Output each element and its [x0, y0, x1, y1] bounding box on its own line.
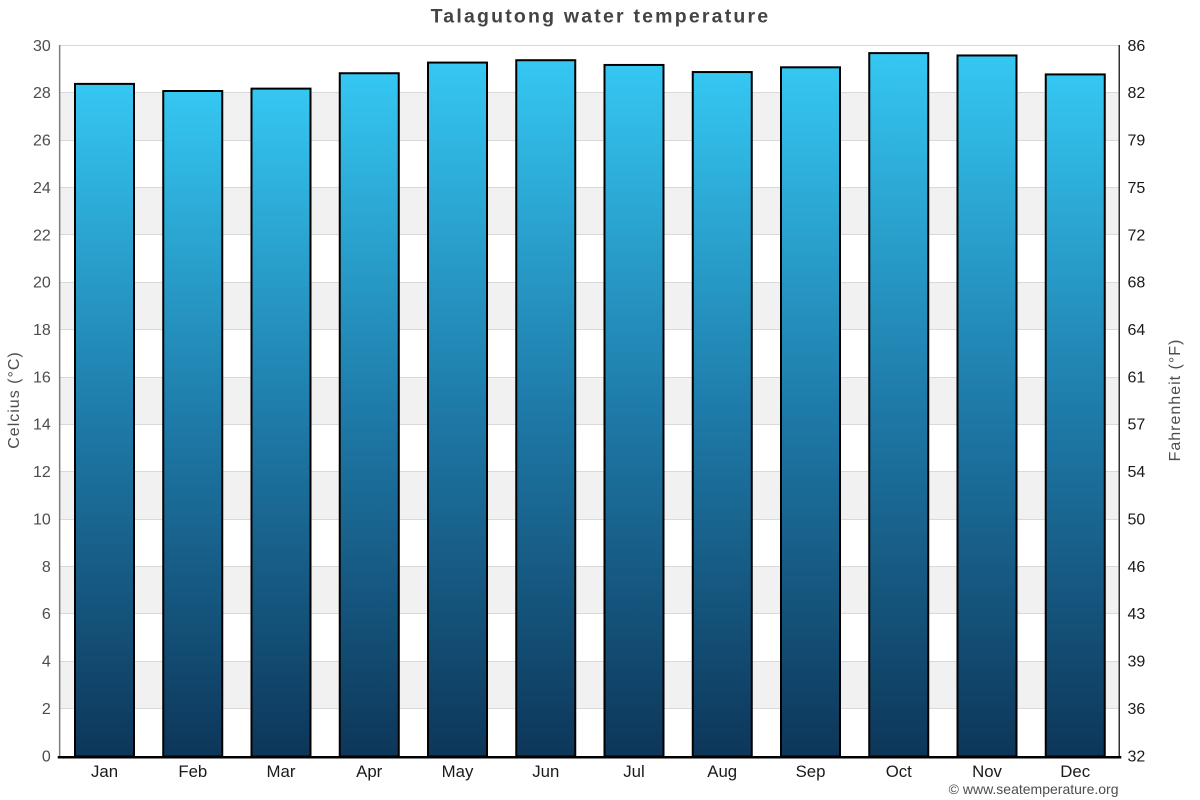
svg-text:Celcius (°C): Celcius (°C) [6, 351, 23, 449]
svg-text:Fahrenheit (°F): Fahrenheit (°F) [1167, 339, 1184, 462]
svg-text:16: 16 [33, 369, 51, 386]
svg-text:Nov: Nov [972, 762, 1002, 781]
svg-text:75: 75 [1128, 180, 1146, 197]
svg-text:May: May [442, 762, 474, 781]
svg-text:Apr: Apr [356, 762, 383, 781]
svg-text:28: 28 [33, 85, 51, 102]
svg-text:86: 86 [1128, 38, 1146, 55]
svg-text:43: 43 [1128, 606, 1146, 623]
svg-text:Jun: Jun [532, 762, 559, 781]
svg-text:72: 72 [1128, 227, 1146, 244]
svg-text:© www.seatemperature.org: © www.seatemperature.org [949, 781, 1119, 797]
svg-text:Sep: Sep [796, 762, 826, 781]
svg-text:24: 24 [33, 180, 51, 197]
svg-text:Aug: Aug [707, 762, 737, 781]
svg-text:26: 26 [33, 133, 51, 150]
svg-text:36: 36 [1128, 701, 1146, 718]
svg-text:4: 4 [42, 654, 51, 671]
svg-text:8: 8 [42, 559, 51, 576]
svg-text:14: 14 [33, 417, 51, 434]
svg-text:2: 2 [42, 701, 51, 718]
svg-text:12: 12 [33, 464, 51, 481]
svg-text:10: 10 [33, 512, 51, 529]
svg-text:22: 22 [33, 227, 51, 244]
svg-text:Mar: Mar [267, 762, 296, 781]
svg-text:32: 32 [1128, 748, 1146, 765]
svg-text:68: 68 [1128, 275, 1146, 292]
svg-text:Jul: Jul [623, 762, 644, 781]
svg-text:50: 50 [1128, 512, 1146, 529]
svg-text:Feb: Feb [178, 762, 207, 781]
svg-text:Dec: Dec [1060, 762, 1090, 781]
svg-text:20: 20 [33, 275, 51, 292]
svg-text:61: 61 [1128, 369, 1146, 386]
svg-text:79: 79 [1128, 133, 1146, 150]
svg-text:39: 39 [1128, 654, 1146, 671]
svg-text:Oct: Oct [886, 762, 912, 781]
svg-text:Talagutong water temperature: Talagutong water temperature [431, 6, 771, 28]
svg-text:18: 18 [33, 322, 51, 339]
svg-text:54: 54 [1128, 464, 1146, 481]
svg-text:46: 46 [1128, 559, 1146, 576]
svg-text:82: 82 [1128, 85, 1146, 102]
svg-text:64: 64 [1128, 322, 1146, 339]
svg-text:6: 6 [42, 606, 51, 623]
svg-text:0: 0 [42, 748, 51, 765]
svg-text:30: 30 [33, 38, 51, 55]
svg-text:57: 57 [1128, 417, 1146, 434]
svg-text:Jan: Jan [91, 762, 118, 781]
